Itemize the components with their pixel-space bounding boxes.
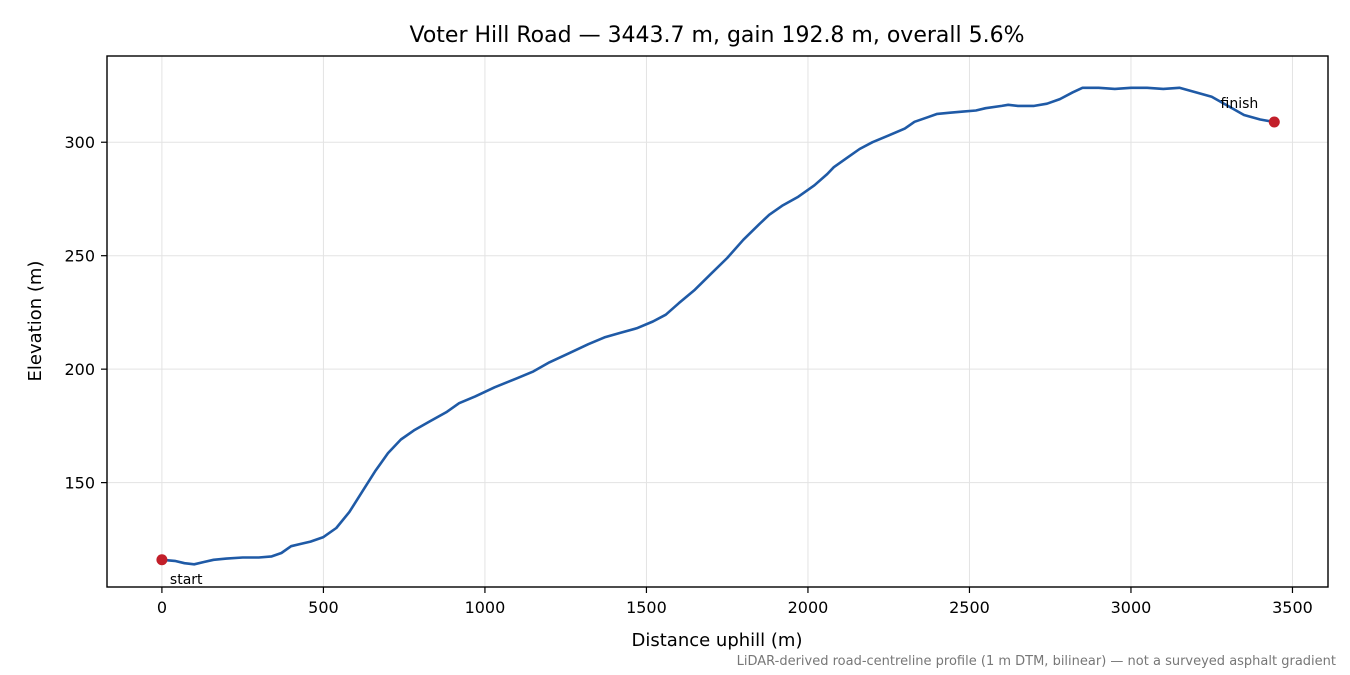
finish-label: finish [1221, 96, 1259, 112]
y-tick-label: 300 [64, 133, 95, 152]
plot-area-frame [106, 55, 1329, 588]
x-tick-label: 3000 [1111, 598, 1152, 617]
gridlines [107, 56, 1328, 587]
start-label: start [170, 572, 203, 588]
series-layer: start finish [156, 86, 1280, 588]
axis-ticks: 0 500 1000 1500 2000 2500 3000 3500 150 200 250 300 [64, 133, 1312, 617]
x-tick-label: 2000 [788, 598, 829, 617]
y-axis-label: Elevation (m) [25, 261, 46, 382]
x-tick-label: 1000 [465, 598, 506, 617]
x-tick-label: 0 [157, 598, 167, 617]
finish-marker [1268, 116, 1280, 128]
chart-title: Voter Hill Road — 3443.7 m, gain 192.8 m… [410, 23, 1025, 48]
y-tick-label: 250 [64, 247, 95, 266]
y-tick-label: 200 [64, 360, 95, 379]
footnote: LiDAR-derived road-centreline profile (1… [737, 654, 1336, 669]
start-marker [156, 554, 168, 566]
x-tick-label: 3500 [1272, 598, 1313, 617]
x-tick-label: 2500 [949, 598, 990, 617]
x-axis-label: Distance uphill (m) [632, 630, 803, 651]
elevation-profile-line [160, 86, 1276, 566]
x-tick-label: 500 [308, 598, 339, 617]
y-tick-label: 150 [64, 474, 95, 493]
x-tick-label: 1500 [626, 598, 667, 617]
